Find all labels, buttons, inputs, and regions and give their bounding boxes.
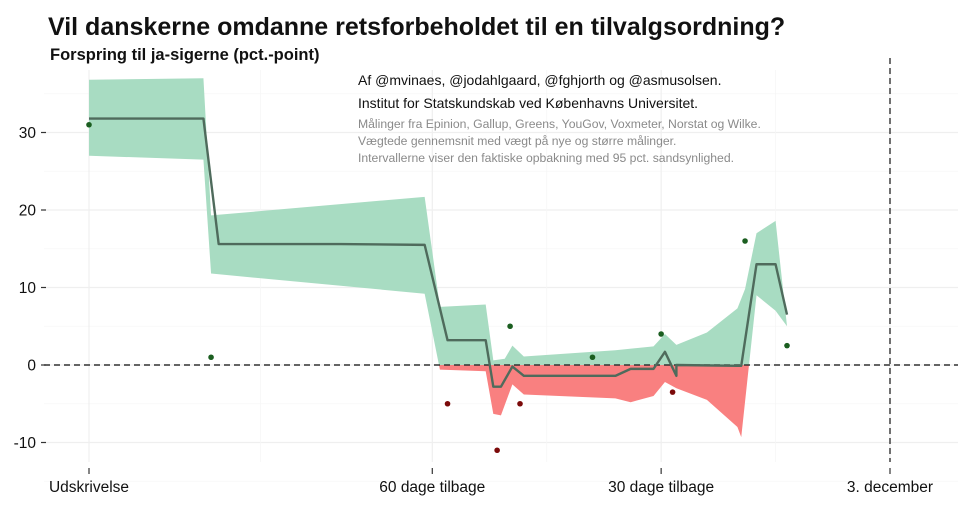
poll-point-positive — [658, 331, 664, 337]
poll-point-positive — [208, 354, 214, 361]
poll-point-negative — [494, 447, 500, 454]
chart-title: Vil danskerne omdanne retsforbeholdet ti… — [48, 13, 786, 41]
poll-point-positive — [589, 354, 596, 361]
x-tick-label: Udskrivelse — [49, 479, 129, 496]
y-tick-label: -10 — [14, 435, 37, 452]
credit-weighting: Vægtede gennemsnit med vægt på nye og st… — [358, 134, 677, 148]
average-line-group — [89, 117, 789, 388]
poll-points — [86, 121, 790, 454]
average-line — [89, 117, 789, 388]
credit-sources: Målinger fra Epinion, Gallup, Greens, Yo… — [358, 117, 761, 131]
y-tick-label: 20 — [19, 203, 37, 220]
credit-intervals: Intervallerne viser den faktiske opbakni… — [358, 151, 735, 165]
poll-point-negative — [669, 389, 676, 395]
credit-institute: Institut for Statskundskab ved København… — [358, 95, 699, 111]
x-tick-label: 30 dage tilbage — [608, 479, 714, 496]
confidence-band-positive — [89, 78, 788, 365]
x-tick-label: 3. december — [847, 479, 933, 496]
confidence-band-negative — [438, 365, 749, 438]
poll-point-negative — [517, 400, 523, 407]
y-tick-label: 0 — [27, 358, 36, 375]
credit-authors: Af @mvinaes, @jodahlgaard, @fghjorth og … — [358, 72, 722, 88]
poll-point-positive — [742, 238, 748, 244]
reference-lines — [44, 58, 958, 462]
poll-point-positive — [784, 342, 790, 349]
x-axis: Udskrivelse 60 dage tilbage 30 dage tilbag… — [49, 468, 933, 496]
confidence-band — [89, 78, 788, 438]
poll-point-positive — [86, 121, 92, 128]
y-tick-label: 10 — [19, 280, 37, 297]
x-tick-label: 60 dage tilbage — [379, 479, 485, 496]
chart-subtitle: Forspring til ja-sigerne (pct.-point) — [50, 46, 320, 64]
poll-point-positive — [507, 323, 513, 330]
poll-point-negative — [444, 400, 451, 407]
y-tick-label: 30 — [19, 125, 37, 142]
y-axis: -10 0 10 20 30 — [14, 125, 46, 452]
